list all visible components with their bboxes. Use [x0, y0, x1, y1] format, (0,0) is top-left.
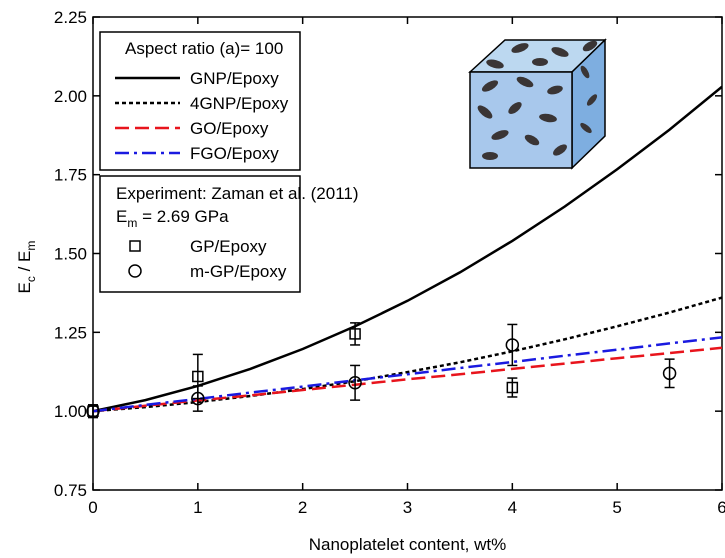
x-tick-label: 4 [508, 498, 517, 517]
y-tick-label: 0.75 [54, 481, 87, 500]
marker [192, 370, 204, 383]
legend-label: m-GP/Epoxy [190, 262, 287, 281]
legend-label: 4GNP/Epoxy [190, 94, 289, 113]
cube-illustration [468, 38, 607, 170]
legend-box [99, 31, 301, 171]
text-piece: / E [15, 251, 34, 277]
y-tick-label: 1.50 [54, 245, 87, 264]
error-bar [350, 364, 361, 401]
plot-area: 0 1 2 3 4 5 6 0.75 1.00 1.25 1.50 1.75 2.00 2.25 Nanop… [15, 8, 725, 554]
error-bar [507, 377, 518, 398]
x-tick-label: 3 [403, 498, 412, 517]
marker [86, 404, 100, 418]
legend-box [99, 175, 301, 293]
y-tick-label: 2.25 [54, 8, 87, 27]
text-piece: = 2.69 GPa [137, 207, 229, 226]
y-tick-label: 1.25 [54, 323, 87, 342]
text-piece: E [15, 282, 34, 293]
y-tick-label: 1.75 [54, 166, 87, 185]
text-piece: c [24, 276, 38, 282]
legend-swatch [129, 240, 141, 252]
legend: Aspect ratio (a)= 100 GNP/Epoxy 4GNP/Epoxy… [99, 31, 301, 171]
x-axis-label: Nanoplatelet content, wt% [309, 535, 507, 554]
legend-swatch [128, 264, 142, 278]
error-bar [350, 322, 361, 346]
error-bar [507, 323, 518, 367]
legend-title: Aspect ratio (a)= 100 [125, 39, 283, 58]
legend-label: GP/Epoxy [190, 237, 267, 256]
error-bar [664, 358, 675, 389]
y-tick-label: 1.00 [54, 402, 87, 421]
marker [505, 338, 520, 352]
x-tick-label: 2 [298, 498, 307, 517]
text-piece: m [24, 241, 38, 251]
marker [191, 391, 205, 406]
x-tick-label: 1 [193, 498, 202, 517]
x-tick-label: 6 [717, 498, 725, 517]
legend-label: GO/Epoxy [190, 119, 269, 138]
series-line [93, 336, 722, 413]
text-piece: m [127, 216, 137, 230]
axes-frame [92, 16, 723, 491]
error-bar [192, 385, 203, 412]
x-tick-label: 5 [612, 498, 621, 517]
y-axis-label: Ec / Em [15, 241, 38, 294]
y-tick-label: 2.00 [54, 87, 87, 106]
annotation: Em = 2.69 GPa [116, 207, 229, 230]
legend-title: Experiment: Zaman et al. (2011) [116, 184, 359, 203]
x-tick-label: 0 [88, 498, 97, 517]
text-piece: E [116, 207, 127, 226]
marker [506, 381, 519, 394]
legend: Experiment: Zaman et al. (2011) Em = 2.69… [99, 175, 359, 293]
marker [348, 376, 362, 390]
legend-label: FGO/Epoxy [190, 144, 279, 163]
marker [662, 366, 677, 381]
marker [349, 328, 361, 340]
legend-label: GNP/Epoxy [190, 69, 279, 88]
